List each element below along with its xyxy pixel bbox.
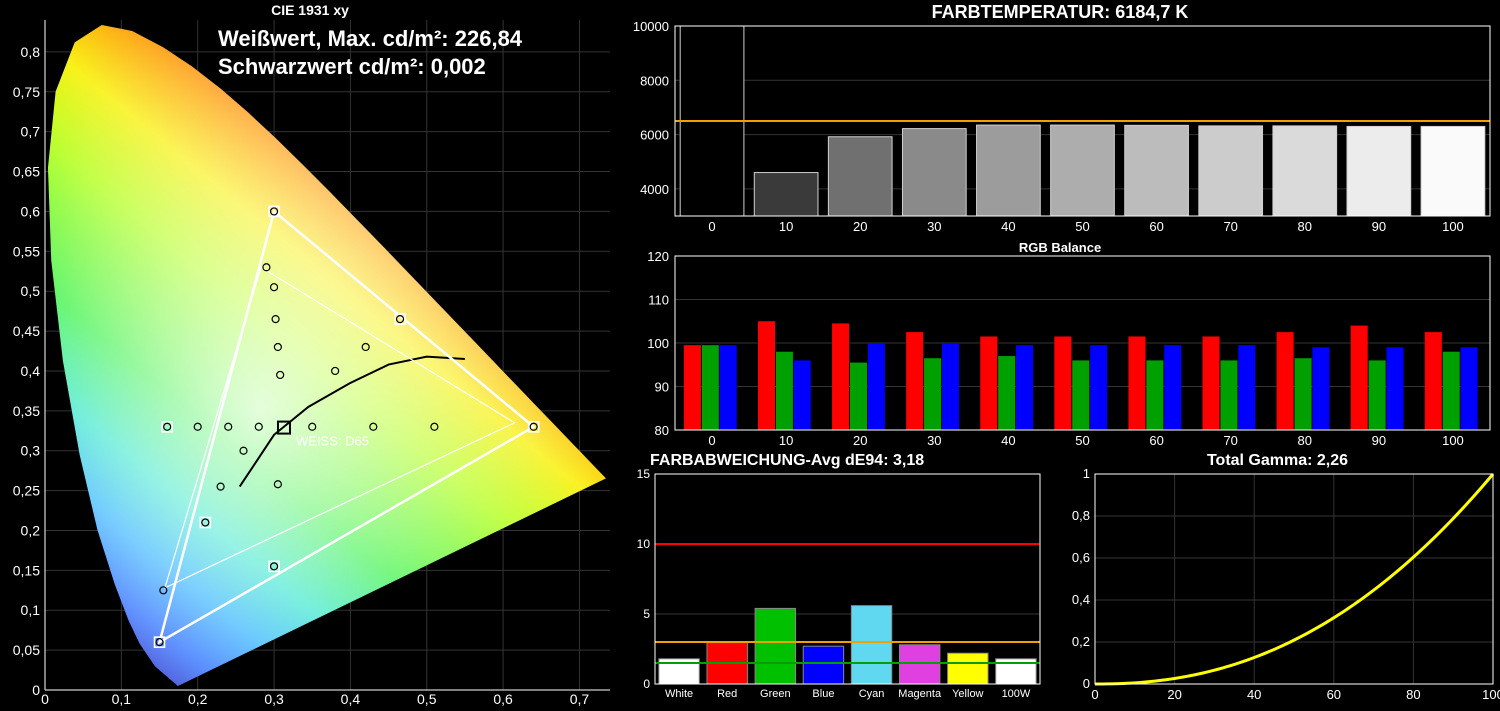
svg-text:0,6: 0,6 xyxy=(21,203,41,219)
svg-text:0,8: 0,8 xyxy=(21,44,41,60)
svg-text:90: 90 xyxy=(1372,219,1386,234)
svg-text:0,05: 0,05 xyxy=(13,642,40,658)
svg-text:10: 10 xyxy=(637,537,651,551)
svg-text:Red: Red xyxy=(717,688,737,700)
de94-panel: FARBABWEICHUNG-Avg dE94: 3,18 051015Whit… xyxy=(620,452,1050,706)
svg-text:0,3: 0,3 xyxy=(21,443,41,459)
gamma-chart: 00,20,40,60,81020406080100 xyxy=(1055,452,1500,706)
svg-text:40: 40 xyxy=(1247,687,1261,702)
svg-text:0: 0 xyxy=(643,677,650,691)
svg-text:0,55: 0,55 xyxy=(13,243,40,259)
svg-text:110: 110 xyxy=(648,293,669,308)
svg-text:0,1: 0,1 xyxy=(21,602,41,618)
svg-text:Green: Green xyxy=(760,688,791,700)
svg-text:0: 0 xyxy=(41,691,49,706)
svg-text:5: 5 xyxy=(643,607,650,621)
svg-text:100W: 100W xyxy=(1002,688,1031,700)
svg-text:10: 10 xyxy=(779,433,793,448)
svg-text:0,15: 0,15 xyxy=(13,562,40,578)
svg-text:100: 100 xyxy=(1482,687,1500,702)
svg-text:0: 0 xyxy=(1091,687,1098,702)
de94-title: FARBABWEICHUNG-Avg dE94: 3,18 xyxy=(620,452,1050,470)
svg-text:0,5: 0,5 xyxy=(417,691,437,706)
de94-chart: 051015WhiteRedGreenBlueCyanMagentaYellow… xyxy=(620,452,1050,706)
svg-text:60: 60 xyxy=(1327,687,1341,702)
svg-text:0,7: 0,7 xyxy=(21,124,41,140)
svg-text:Yellow: Yellow xyxy=(952,688,983,700)
svg-text:20: 20 xyxy=(853,219,867,234)
svg-text:0,45: 0,45 xyxy=(13,323,40,339)
svg-text:0: 0 xyxy=(708,219,715,234)
svg-text:0,3: 0,3 xyxy=(264,691,284,706)
cie-chart-panel: CIE 1931 xy 00,050,10,150,20,250,30,350,… xyxy=(0,0,620,706)
svg-text:30: 30 xyxy=(927,433,941,448)
rgb-title: RGB Balance xyxy=(620,240,1500,255)
svg-text:90: 90 xyxy=(1372,433,1386,448)
svg-text:40: 40 xyxy=(1001,433,1015,448)
svg-text:60: 60 xyxy=(1149,219,1163,234)
svg-text:White: White xyxy=(665,688,693,700)
svg-text:0,2: 0,2 xyxy=(21,522,41,538)
svg-text:0,65: 0,65 xyxy=(13,164,40,180)
svg-text:Magenta: Magenta xyxy=(898,688,942,700)
svg-text:0,8: 0,8 xyxy=(1072,508,1090,523)
svg-text:80: 80 xyxy=(1298,433,1312,448)
farbtemp-chart: 400060008000100000102030405060708090100 xyxy=(620,0,1500,236)
svg-text:70: 70 xyxy=(1223,433,1237,448)
svg-text:0,1: 0,1 xyxy=(112,691,132,706)
gamma-panel: Total Gamma: 2,26 00,20,40,60,8102040608… xyxy=(1055,452,1500,706)
svg-text:0: 0 xyxy=(32,682,40,698)
cie-overlay-black: Schwarzwert cd/m²: 0,002 xyxy=(218,54,486,80)
svg-text:20: 20 xyxy=(1167,687,1181,702)
svg-text:0,4: 0,4 xyxy=(1072,592,1090,607)
svg-text:100: 100 xyxy=(1442,433,1464,448)
rgb-panel: RGB Balance 8090100110120010203040506070… xyxy=(620,240,1500,448)
svg-text:50: 50 xyxy=(1075,219,1089,234)
svg-text:0,7: 0,7 xyxy=(570,691,590,706)
svg-text:0,2: 0,2 xyxy=(188,691,208,706)
svg-text:0,35: 0,35 xyxy=(13,403,40,419)
svg-text:80: 80 xyxy=(1298,219,1312,234)
svg-text:80: 80 xyxy=(1406,687,1420,702)
svg-text:20: 20 xyxy=(853,433,867,448)
svg-text:0,4: 0,4 xyxy=(341,691,361,706)
svg-text:0,75: 0,75 xyxy=(13,84,40,100)
farbtemp-title: FARBTEMPERATUR: 6184,7 K xyxy=(620,2,1500,23)
farbtemp-panel: FARBTEMPERATUR: 6184,7 K 400060008000100… xyxy=(620,0,1500,236)
cie-overlay-white: Weißwert, Max. cd/m²: 226,84 xyxy=(218,26,522,52)
svg-text:0,25: 0,25 xyxy=(13,483,40,499)
svg-text:60: 60 xyxy=(1149,433,1163,448)
svg-text:0,2: 0,2 xyxy=(1072,634,1090,649)
svg-text:0,6: 0,6 xyxy=(493,691,513,706)
gamma-title: Total Gamma: 2,26 xyxy=(1055,452,1500,470)
svg-text:4000: 4000 xyxy=(640,182,669,197)
svg-text:30: 30 xyxy=(927,219,941,234)
svg-text:6000: 6000 xyxy=(640,128,669,143)
svg-text:10: 10 xyxy=(779,219,793,234)
svg-text:Blue: Blue xyxy=(812,688,834,700)
svg-text:Cyan: Cyan xyxy=(859,688,885,700)
svg-text:8000: 8000 xyxy=(640,73,669,88)
cie-chart: 0 0,05 0,1 0,15 0,2 0,25 0,3 0,35 0,4 0,45 0,5 0,55… xyxy=(0,0,620,706)
rgb-chart: 80901001101200102030405060708090100 xyxy=(620,240,1500,448)
svg-text:40: 40 xyxy=(1001,219,1015,234)
svg-text:0,4: 0,4 xyxy=(21,363,41,379)
svg-text:80: 80 xyxy=(655,423,669,438)
svg-text:0: 0 xyxy=(1083,676,1090,691)
svg-text:50: 50 xyxy=(1075,433,1089,448)
svg-text:WEISS: D65: WEISS: D65 xyxy=(296,434,369,449)
svg-text:0,5: 0,5 xyxy=(21,283,41,299)
svg-text:90: 90 xyxy=(655,380,669,395)
svg-text:100: 100 xyxy=(1442,219,1464,234)
svg-text:100: 100 xyxy=(647,336,669,351)
svg-text:0,6: 0,6 xyxy=(1072,550,1090,565)
svg-text:70: 70 xyxy=(1223,219,1237,234)
svg-text:0: 0 xyxy=(708,433,715,448)
